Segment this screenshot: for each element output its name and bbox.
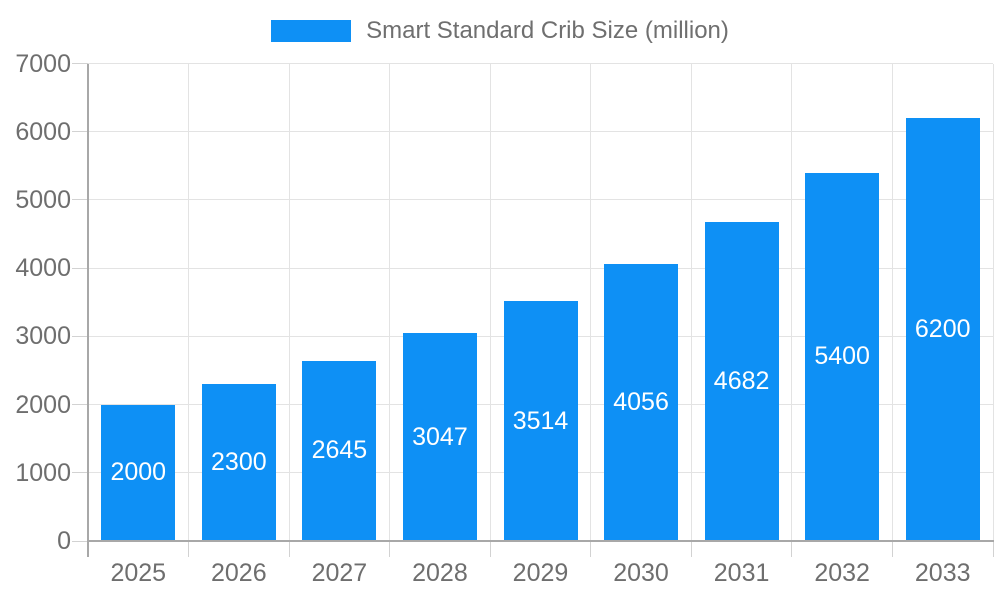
x-tick-label: 2027 — [311, 559, 368, 587]
y-axis-tick — [72, 267, 88, 269]
gridline-vertical — [690, 63, 692, 541]
bar[interactable]: 2300 — [201, 384, 276, 541]
y-tick-label: 6000 — [15, 117, 71, 146]
bar-value-label: 3047 — [412, 422, 468, 451]
y-tick-label: 1000 — [15, 458, 71, 487]
y-axis-tick — [72, 472, 88, 474]
gridline-vertical — [992, 63, 994, 541]
x-axis-tick — [690, 541, 692, 557]
x-axis-tick — [992, 541, 994, 557]
x-tick-label: 2033 — [914, 559, 971, 587]
x-tick-label: 2025 — [110, 559, 167, 587]
gridline-vertical — [590, 63, 592, 541]
gridline-vertical — [389, 63, 391, 541]
y-axis-tick — [72, 63, 88, 64]
bar-value-label: 2300 — [211, 448, 267, 477]
y-tick-label: 4000 — [15, 254, 71, 283]
gridline-vertical — [288, 63, 290, 541]
x-axis-tick — [188, 541, 190, 557]
bar-value-label: 4682 — [713, 366, 770, 395]
bar[interactable]: 2000 — [101, 404, 176, 541]
gridline-vertical — [489, 63, 491, 541]
y-tick-label: 5000 — [15, 185, 71, 214]
y-axis-tick — [72, 335, 88, 337]
bar-value-label: 5400 — [814, 342, 870, 371]
legend-swatch — [271, 20, 352, 42]
y-tick-label: 7000 — [15, 49, 71, 78]
x-tick-label: 2026 — [211, 559, 267, 587]
x-axis-tick — [288, 541, 290, 557]
y-axis-tick — [72, 404, 88, 406]
y-axis-line — [87, 63, 89, 557]
x-axis-tick — [489, 541, 491, 557]
gridline-horizontal — [88, 199, 993, 201]
y-axis-tick — [72, 131, 88, 133]
gridline-horizontal — [88, 63, 993, 64]
y-axis-tick — [72, 199, 88, 201]
y-tick-label: 0 — [57, 527, 71, 555]
bar[interactable]: 3514 — [503, 301, 578, 541]
bar-value-label: 3514 — [512, 406, 569, 435]
x-tick-label: 2028 — [412, 559, 468, 587]
y-tick-label: 2000 — [15, 390, 71, 419]
bar-value-label: 2000 — [110, 458, 167, 487]
legend-label: Smart Standard Crib Size (million) — [366, 17, 729, 44]
legend-item[interactable]: Smart Standard Crib Size (million) — [0, 17, 1000, 45]
y-axis-tick — [72, 540, 88, 542]
bar-value-label: 4056 — [613, 388, 669, 417]
gridline-vertical — [791, 63, 793, 541]
bar[interactable]: 2645 — [302, 360, 377, 541]
x-tick-label: 2029 — [512, 559, 569, 587]
x-tick-label: 2030 — [613, 559, 669, 587]
bar[interactable]: 4682 — [704, 221, 779, 541]
bar-value-label: 6200 — [914, 315, 971, 344]
bar[interactable]: 5400 — [805, 172, 880, 541]
gridline-vertical — [891, 63, 893, 541]
bar[interactable]: 4056 — [604, 264, 679, 541]
bar-value-label: 2645 — [311, 436, 368, 465]
x-tick-label: 2032 — [814, 559, 870, 587]
x-axis-tick — [389, 541, 391, 557]
gridline-vertical — [188, 63, 190, 541]
gridline-horizontal — [88, 131, 993, 133]
bar[interactable]: 3047 — [402, 333, 477, 541]
x-axis-tick — [590, 541, 592, 557]
x-tick-label: 2031 — [713, 559, 770, 587]
y-tick-label: 3000 — [15, 322, 71, 351]
bar[interactable]: 6200 — [905, 118, 980, 541]
x-axis-tick — [891, 541, 893, 557]
x-axis-line — [87, 540, 994, 542]
x-axis-tick — [791, 541, 793, 557]
gridline-horizontal — [88, 267, 993, 269]
